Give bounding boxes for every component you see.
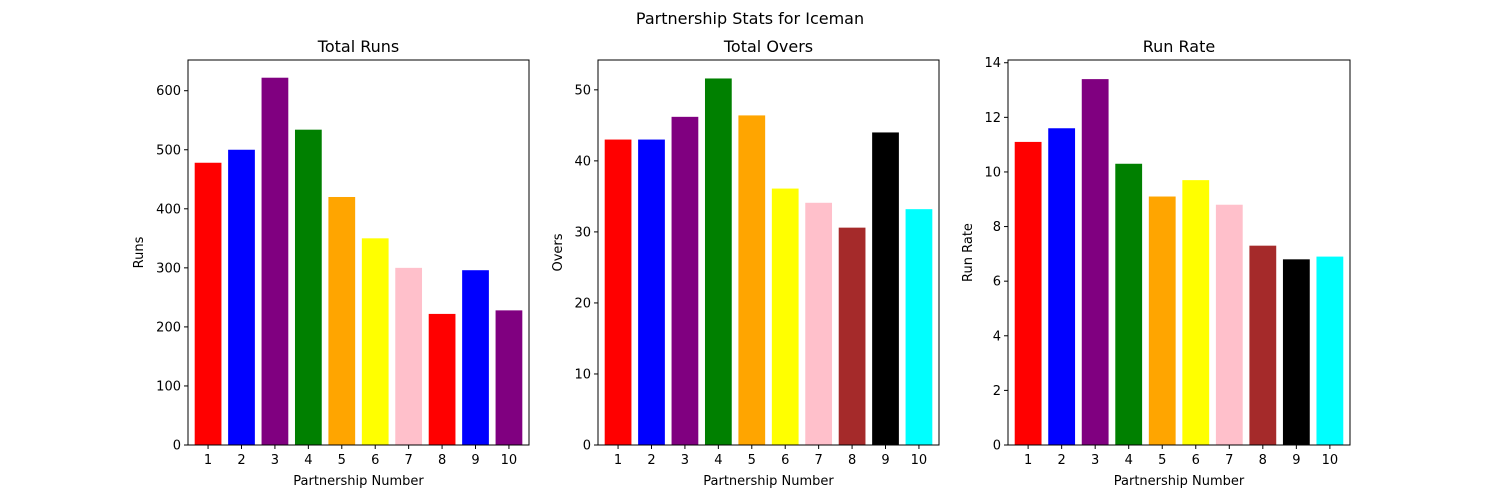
- x-tick-label: 1: [614, 453, 622, 468]
- x-tick-label: 1: [204, 453, 212, 468]
- subplot-total-runs: Total Runs Partnership Number Runs 1 2 3 4 5…: [132, 37, 530, 489]
- y-axis-label: Runs: [132, 236, 147, 268]
- x-tick-label: 2: [237, 453, 245, 468]
- bar-6: [1182, 180, 1210, 445]
- y-tick-label: 0: [993, 439, 1001, 454]
- x-tick-label: 8: [848, 453, 856, 468]
- x-tick-label: 6: [371, 453, 379, 468]
- bar-2: [638, 139, 665, 445]
- bar-9: [1282, 259, 1310, 445]
- bar-8: [838, 227, 866, 445]
- x-tick-label: 6: [781, 453, 789, 468]
- bar-1: [1014, 141, 1042, 445]
- bar-3: [1081, 79, 1109, 446]
- x-tick-label: 2: [647, 453, 655, 468]
- bar-3: [671, 116, 699, 445]
- y-tick-label: 10: [574, 367, 591, 382]
- plot-frame: [1007, 59, 1351, 446]
- x-tick-label: 3: [681, 453, 689, 468]
- plot-frame: [597, 59, 940, 446]
- x-tick-label: 4: [304, 453, 312, 468]
- y-tick-label: 100: [156, 379, 181, 394]
- y-tick-label: 12: [984, 111, 1001, 126]
- y-tick-label: 200: [156, 320, 181, 335]
- subplot-title: Total Runs: [317, 37, 399, 56]
- x-tick-label: 8: [438, 453, 446, 468]
- x-tick-label: 3: [271, 453, 279, 468]
- bar-5: [1148, 196, 1176, 445]
- x-tick-label: 4: [714, 453, 722, 468]
- x-tick-label: 9: [471, 453, 479, 468]
- x-tick-label: 7: [405, 453, 413, 468]
- y-axis-label: Run Rate: [961, 223, 976, 282]
- x-tick-label: 5: [1158, 453, 1166, 468]
- bar-6: [361, 238, 389, 445]
- bar-10: [495, 310, 523, 445]
- bar-3: [261, 77, 289, 446]
- x-tick-label: 10: [911, 453, 928, 468]
- x-tick-label: 7: [815, 453, 823, 468]
- bar-6: [771, 188, 799, 445]
- bar-1: [604, 139, 632, 445]
- x-tick-label: 1: [1024, 453, 1032, 468]
- x-tick-label: 5: [338, 453, 346, 468]
- bar-2: [1048, 128, 1076, 445]
- bar-9: [872, 132, 899, 445]
- x-tick-label: 10: [501, 453, 518, 468]
- x-tick-label: 4: [1125, 453, 1133, 468]
- y-tick-label: 2: [993, 384, 1001, 399]
- figure-title: Partnership Stats for Iceman: [636, 9, 864, 28]
- x-tick-label: 8: [1259, 453, 1267, 468]
- subplot-title: Total Overs: [723, 37, 813, 56]
- bar-7: [395, 267, 423, 445]
- x-axis-label: Partnership Number: [293, 474, 424, 489]
- y-tick-label: 400: [156, 202, 181, 217]
- y-tick-label: 8: [993, 220, 1001, 235]
- y-tick-label: 40: [574, 154, 591, 169]
- y-tick-label: 300: [156, 261, 181, 276]
- x-tick-label: 2: [1058, 453, 1066, 468]
- x-axis-label: Partnership Number: [1114, 474, 1245, 489]
- bar-7: [805, 202, 833, 445]
- x-tick-label: 5: [748, 453, 756, 468]
- x-tick-label: 9: [1292, 453, 1300, 468]
- bar-5: [328, 196, 356, 445]
- x-axis-label: Partnership Number: [703, 474, 834, 489]
- x-tick-label: 10: [1322, 453, 1339, 468]
- bar-4: [704, 78, 732, 445]
- x-tick-label: 6: [1192, 453, 1200, 468]
- y-tick-label: 0: [583, 439, 591, 454]
- subplot-total-overs: Total Overs Partnership Number Overs 1 2 3…: [551, 37, 940, 489]
- bar-1: [194, 162, 222, 445]
- x-tick-label: 7: [1225, 453, 1233, 468]
- y-tick-label: 500: [156, 143, 181, 158]
- bar-2: [228, 149, 255, 445]
- bar-7: [1215, 204, 1243, 445]
- subplot-title: Run Rate: [1143, 37, 1215, 56]
- y-tick-label: 6: [993, 275, 1001, 290]
- y-axis-label: Overs: [551, 233, 566, 271]
- y-tick-label: 30: [574, 225, 591, 240]
- x-tick-label: 3: [1091, 453, 1099, 468]
- bar-8: [428, 313, 456, 445]
- y-tick-label: 10: [984, 165, 1001, 180]
- y-tick-label: 0: [173, 439, 181, 454]
- bar-4: [294, 129, 322, 445]
- bar-8: [1249, 245, 1277, 445]
- bar-10: [905, 209, 933, 445]
- y-tick-label: 20: [574, 296, 591, 311]
- bar-5: [738, 115, 766, 445]
- bar-4: [1115, 163, 1143, 445]
- y-tick-label: 600: [156, 84, 181, 99]
- y-tick-label: 4: [993, 329, 1001, 344]
- bar-9: [462, 270, 489, 445]
- y-tick-label: 50: [574, 83, 591, 98]
- x-tick-label: 9: [881, 453, 889, 468]
- y-tick-label: 14: [984, 56, 1001, 71]
- bar-10: [1316, 256, 1344, 445]
- plot-frame: [187, 59, 530, 446]
